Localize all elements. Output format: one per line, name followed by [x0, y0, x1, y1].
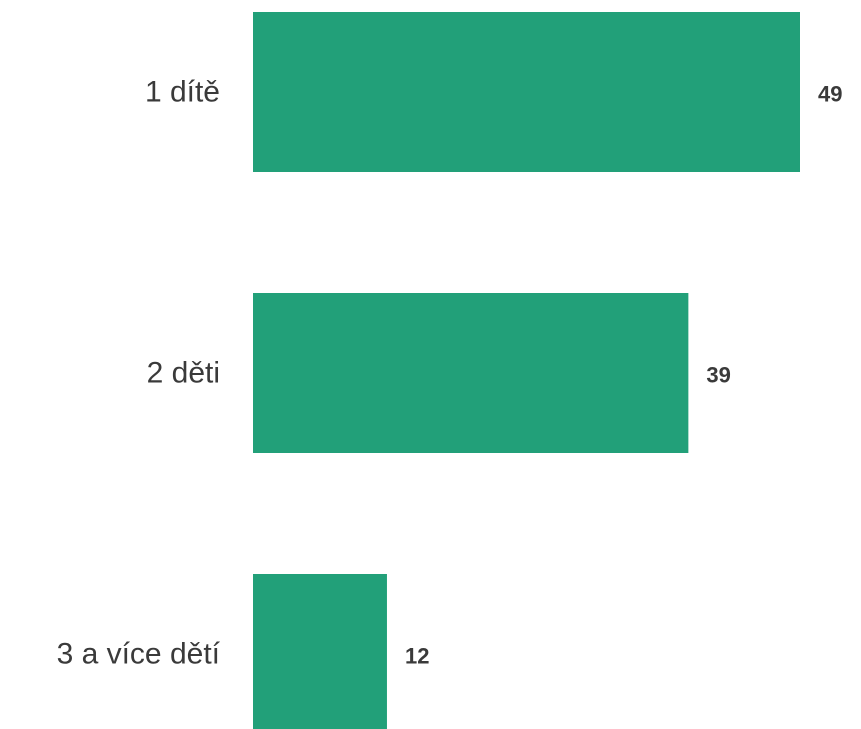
- bar-2: [253, 293, 689, 453]
- value-label-3: 12: [405, 644, 429, 669]
- value-label-1: 49: [818, 82, 842, 107]
- category-label-3: 3 a více dětí: [57, 638, 221, 671]
- bar-1: [253, 12, 800, 172]
- category-label-2: 2 děti: [147, 357, 220, 390]
- bar-3: [253, 574, 387, 729]
- category-label-1: 1 dítě: [145, 76, 220, 109]
- value-label-2: 39: [706, 363, 730, 388]
